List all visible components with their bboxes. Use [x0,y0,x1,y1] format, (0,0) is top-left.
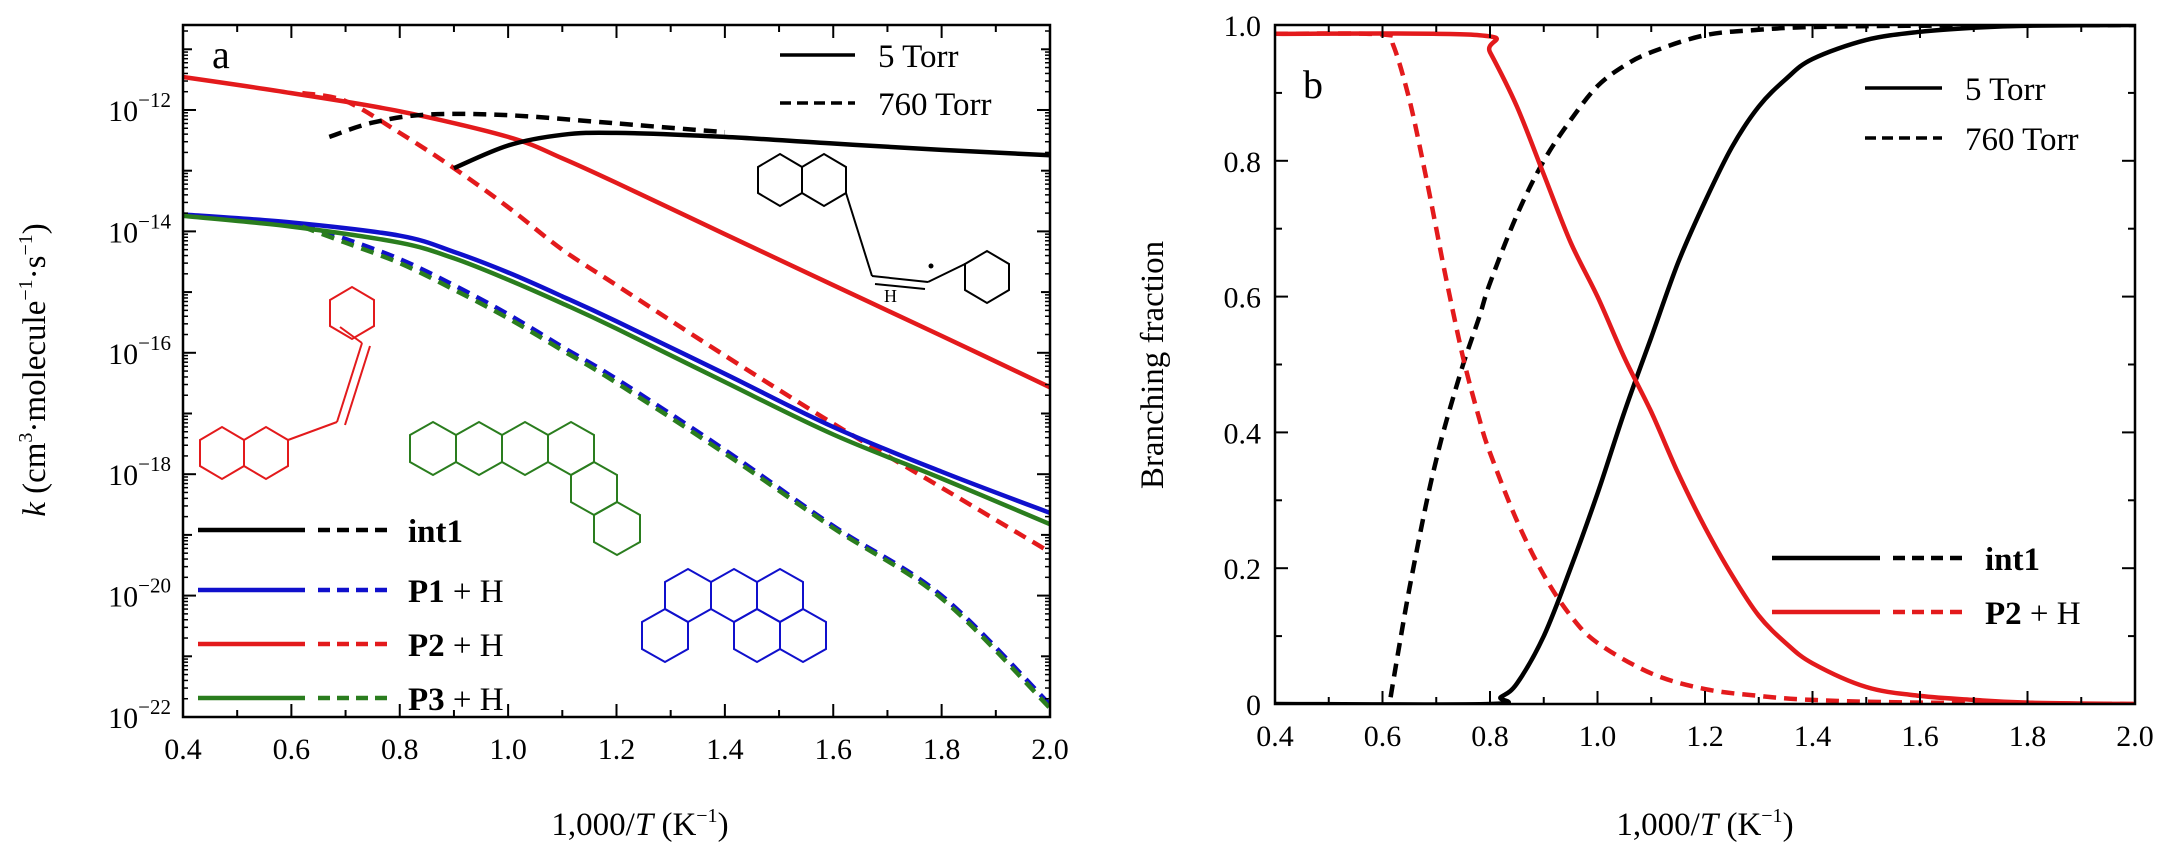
x-tick-label: 2.0 [1031,733,1069,766]
panel-a-series [183,74,1050,710]
x-tick-label: 0.4 [164,733,202,766]
panel-a-frame [181,23,1052,719]
x-tick-label: 1.2 [1686,720,1724,753]
panel-a-x-ticks: 0.4 0.6 0.8 1.0 1.2 1.4 1.6 1.8 2.0 [164,25,1069,766]
panel-b-species-legend: int1 P2 + H [1772,542,2081,632]
series-p2-solid [1275,31,2135,704]
p1-benzo-structure [641,567,827,664]
legend-int1: int1 [1772,542,2040,578]
y-tick-label: 1.0 [1224,10,1262,43]
x-tick-label: 1.6 [1901,720,1939,753]
y-tick-label: 10−22 [108,695,171,735]
legend-int1-bold: int1 [408,514,463,550]
panel-b-y-ticks: 0 0.2 0.4 0.6 0.8 1.0 [1224,10,2135,722]
panel-b-x-axis-label: 1,000/T (K−1) [1616,805,1793,843]
y-tick-label: 10−12 [108,88,171,128]
svg-text:P2 + H: P2 + H [408,628,504,664]
panel-b-y-axis-label: Branching fraction [1135,241,1171,489]
legend-p1: P1 + H [198,574,504,610]
series-p3-solid [183,213,1050,527]
legend-dashed-label: 760 Torr [1965,122,2079,158]
legend-p2-bold: P2 [1985,596,2022,632]
panel-b: 0.4 0.6 0.8 1.0 1.2 1.4 1.6 1.8 2.0 00.20.40.60.… [1135,10,2154,843]
p2-alkyne-structure [199,285,375,481]
x-tick-label: 1.4 [1794,720,1832,753]
legend-p3-rest: + H [445,682,504,718]
legend-p2-rest: + H [445,628,504,664]
y-tick-label: 10−20 [108,574,171,614]
series-int1-solid [1275,25,2135,704]
p3-benzo-structure [409,420,641,557]
x-tick-label: 1.8 [2009,720,2047,753]
panel-b-series [1275,25,2135,704]
structure-h-label: H [884,286,897,306]
legend-solid-label: 5 Torr [878,39,959,75]
legend-solid-label: 5 Torr [1965,72,2046,108]
legend-dashed-label: 760 Torr [878,87,992,123]
x-tick-label: 1.0 [489,733,527,766]
x-tick-label: 1.0 [1579,720,1617,753]
legend-p2: P2 + H [1772,596,2081,632]
legend-p3-bold: P3 [408,682,445,718]
series-p2-dashed [301,90,1050,555]
series-p3-dashed [301,224,1050,710]
y-tick-label: 0.6 [1224,282,1262,315]
series-p2-solid [183,74,1050,390]
panel-a-y-ticks: 10−12 10−14 10−16 10−18 10−20 10−22 [108,30,1050,735]
legend-p2: P2 + H [198,628,504,664]
legend-p2-rest: + H [2022,596,2081,632]
x-tick-label: 0.6 [273,733,311,766]
int1-radical-structure: H [757,152,1010,306]
panel-a: 0.4 0.6 0.8 1.0 1.2 1.4 1.6 1.8 2.0 10−1210−1410… [15,23,1069,843]
x-tick-label: 0.6 [1364,720,1402,753]
legend-int1-bold: int1 [1985,542,2040,578]
y-tick-label: 0.8 [1224,146,1262,179]
svg-text:P2 + H: P2 + H [1985,596,2081,632]
legend-p1-rest: + H [445,574,504,610]
panel-a-style-legend: 5 Torr 760 Torr [780,39,992,123]
x-tick-label: 1.4 [706,733,744,766]
y-tick-label: 10−14 [108,209,171,249]
panel-a-label: a [212,32,230,77]
legend-p3: P3 + H [198,682,504,718]
panel-b-label: b [1303,62,1323,107]
panel-b-x-ticks: 0.4 0.6 0.8 1.0 1.2 1.4 1.6 1.8 2.0 [1256,25,2154,753]
series-int1-solid [453,130,1050,171]
svg-text:P1 + H: P1 + H [408,574,504,610]
x-tick-label: 0.4 [1256,720,1294,753]
svg-text:int1: int1 [408,514,463,550]
x-tick-label: 1.2 [598,733,636,766]
svg-text:P3 + H: P3 + H [408,682,504,718]
y-tick-label: 10−18 [108,452,171,492]
series-int1-dashed [328,111,726,140]
legend-p1-bold: P1 [408,574,445,610]
y-tick-label: 0.4 [1224,417,1262,450]
y-tick-label: 0 [1246,689,1261,722]
series-p2-dashed [1275,31,2135,704]
y-tick-label: 0.2 [1224,553,1262,586]
legend-p2-bold: P2 [408,628,445,664]
x-tick-label: 0.8 [381,733,419,766]
series-int1-dashed [1388,25,2135,698]
x-tick-label: 1.6 [815,733,853,766]
series-p1-solid [183,212,1050,516]
svg-text:int1: int1 [1985,542,2040,578]
x-tick-label: 1.8 [923,733,961,766]
x-tick-label: 2.0 [2116,720,2154,753]
panel-a-species-legend: int1 P1 + H P2 + H P3 + H [198,514,504,718]
panel-a-x-axis-label: 1,000/T (K−1) [551,805,728,843]
y-tick-label: 10−16 [108,331,171,371]
x-tick-label: 0.8 [1471,720,1509,753]
panel-a-y-axis-label: k (cm3·molecule−1·s−1) [15,223,53,517]
panel-b-style-legend: 5 Torr 760 Torr [1865,72,2079,158]
legend-int1: int1 [198,514,463,550]
